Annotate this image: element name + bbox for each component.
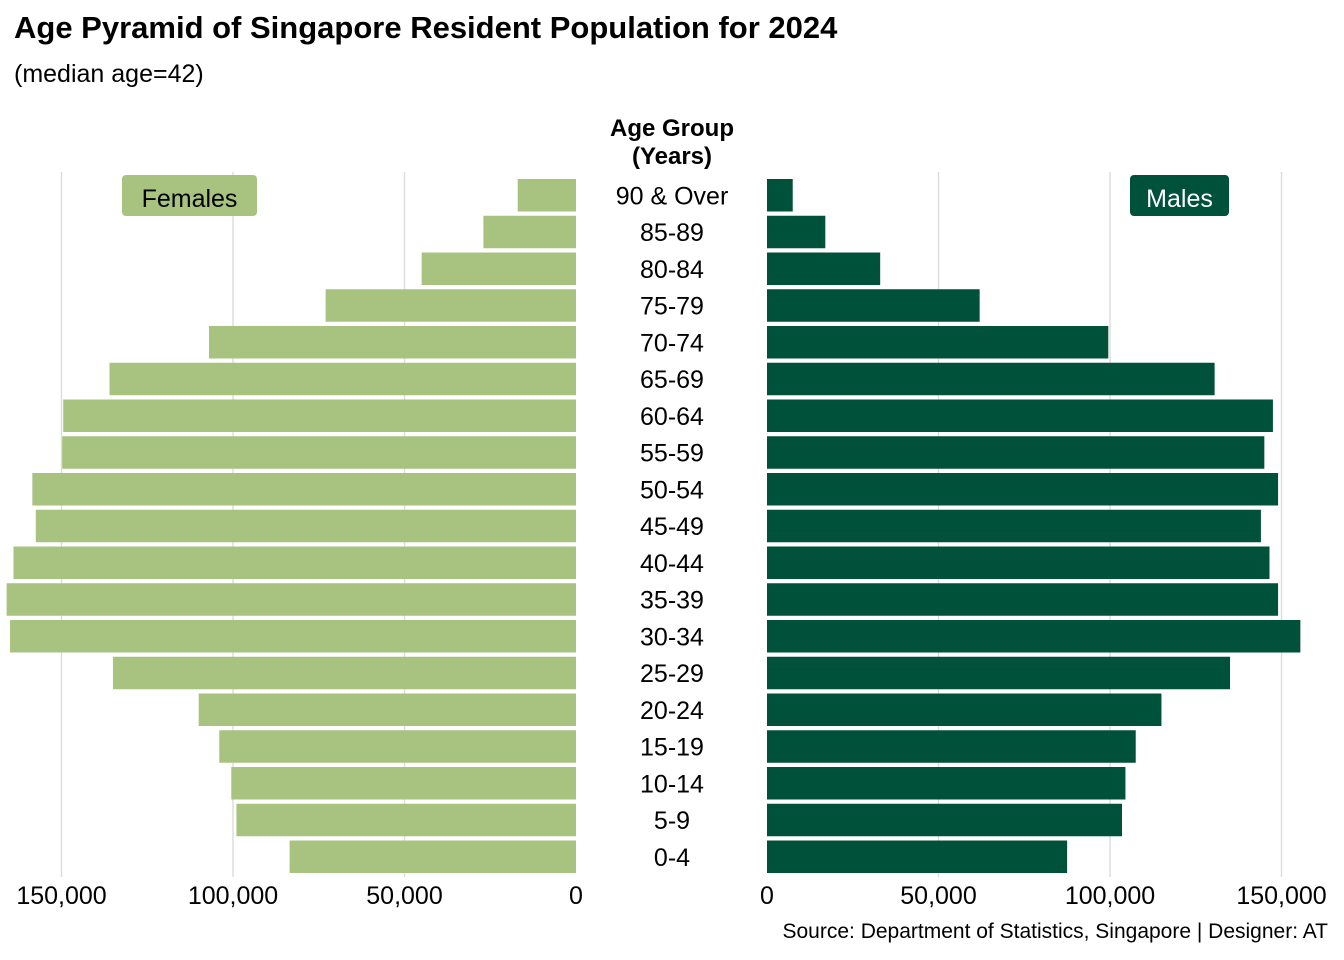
female-bar (6, 583, 577, 616)
female-tick-label: 0 (569, 882, 583, 910)
male-bar (767, 583, 1279, 616)
female-bar (208, 326, 577, 359)
female-tick-label: 150,000 (16, 882, 106, 910)
age-group-label: 25-29 (640, 660, 704, 688)
legend-females: Females (122, 175, 257, 216)
age-group-label: 35-39 (640, 587, 704, 615)
chart-title: Age Pyramid of Singapore Resident Popula… (14, 10, 838, 45)
male-bar (767, 546, 1270, 579)
male-bar (767, 656, 1231, 690)
female-axis-ticks: 150,000 100,000 50,000 0 (16, 882, 583, 910)
age-group-label: 65-69 (640, 366, 704, 394)
female-bar (10, 620, 577, 653)
age-group-label: 80-84 (640, 256, 704, 284)
age-group-label: 90 & Over (616, 182, 729, 210)
male-axis-ticks: 150,000 100,000 50,000 0 (760, 882, 1327, 910)
female-bar (62, 436, 577, 469)
male-bar (767, 252, 881, 285)
male-bars (767, 179, 1301, 873)
female-tick-label: 100,000 (188, 882, 278, 910)
age-group-label: 30-34 (640, 623, 704, 651)
female-tick-label: 50,000 (366, 882, 442, 910)
female-bar (63, 399, 576, 432)
age-group-label: 40-44 (640, 550, 704, 578)
female-bar (236, 803, 576, 837)
age-group-label: 75-79 (640, 293, 704, 321)
female-bar (112, 656, 576, 690)
male-bar (767, 730, 1136, 763)
age-group-labels: 90 & Over 85-89 80-84 75-79 70-74 65-69 60-64 5… (616, 182, 729, 872)
female-bar (483, 215, 576, 249)
source-caption: Source: Department of Statistics, Singap… (782, 920, 1329, 943)
age-group-label: 0-4 (654, 844, 690, 872)
male-tick-label: 100,000 (1065, 882, 1155, 910)
age-group-header-line1: Age Group (610, 115, 734, 142)
chart-subtitle: (median age=42) (14, 60, 204, 88)
male-bar (767, 179, 793, 212)
male-bar (767, 289, 980, 322)
male-bar (767, 436, 1265, 469)
male-bar (767, 215, 826, 249)
age-group-label: 45-49 (640, 513, 704, 541)
age-group-header-line2: (Years) (632, 143, 712, 170)
female-bar (219, 730, 576, 763)
age-group-label: 70-74 (640, 329, 704, 357)
male-bar (767, 473, 1279, 506)
female-bar (32, 473, 577, 506)
male-tick-label: 150,000 (1236, 882, 1326, 910)
age-group-label: 85-89 (640, 219, 704, 247)
age-group-label: 15-19 (640, 734, 704, 762)
male-bar (767, 362, 1215, 396)
female-bar (198, 693, 576, 726)
female-bar (231, 767, 576, 800)
legend-females-label: Females (142, 185, 238, 213)
male-bar (767, 767, 1126, 800)
age-group-label: 5-9 (654, 807, 690, 835)
male-tick-label: 50,000 (900, 882, 976, 910)
legend-males-box (1130, 175, 1229, 216)
female-bar (289, 840, 576, 873)
legend-males-label: Males (1146, 185, 1213, 213)
male-bar (767, 509, 1261, 543)
age-group-label: 60-64 (640, 403, 704, 431)
age-group-label: 55-59 (640, 440, 704, 468)
female-bar (35, 509, 576, 543)
male-tick-label: 0 (760, 882, 774, 910)
age-group-label: 10-14 (640, 770, 704, 798)
male-bar (767, 326, 1109, 359)
female-bar (325, 289, 576, 322)
female-bar (421, 252, 576, 285)
female-bars (6, 179, 577, 873)
male-bar (767, 693, 1162, 726)
legend-males: Males (1130, 175, 1229, 216)
age-group-label: 50-54 (640, 476, 704, 504)
male-bar (767, 399, 1273, 432)
male-bar (767, 840, 1068, 873)
female-bar (109, 362, 577, 396)
male-bar (767, 803, 1123, 837)
legend-females-box (122, 175, 257, 216)
female-bar (13, 546, 577, 579)
male-bar (767, 620, 1301, 653)
age-group-label: 20-24 (640, 697, 704, 725)
female-bar (517, 179, 576, 212)
